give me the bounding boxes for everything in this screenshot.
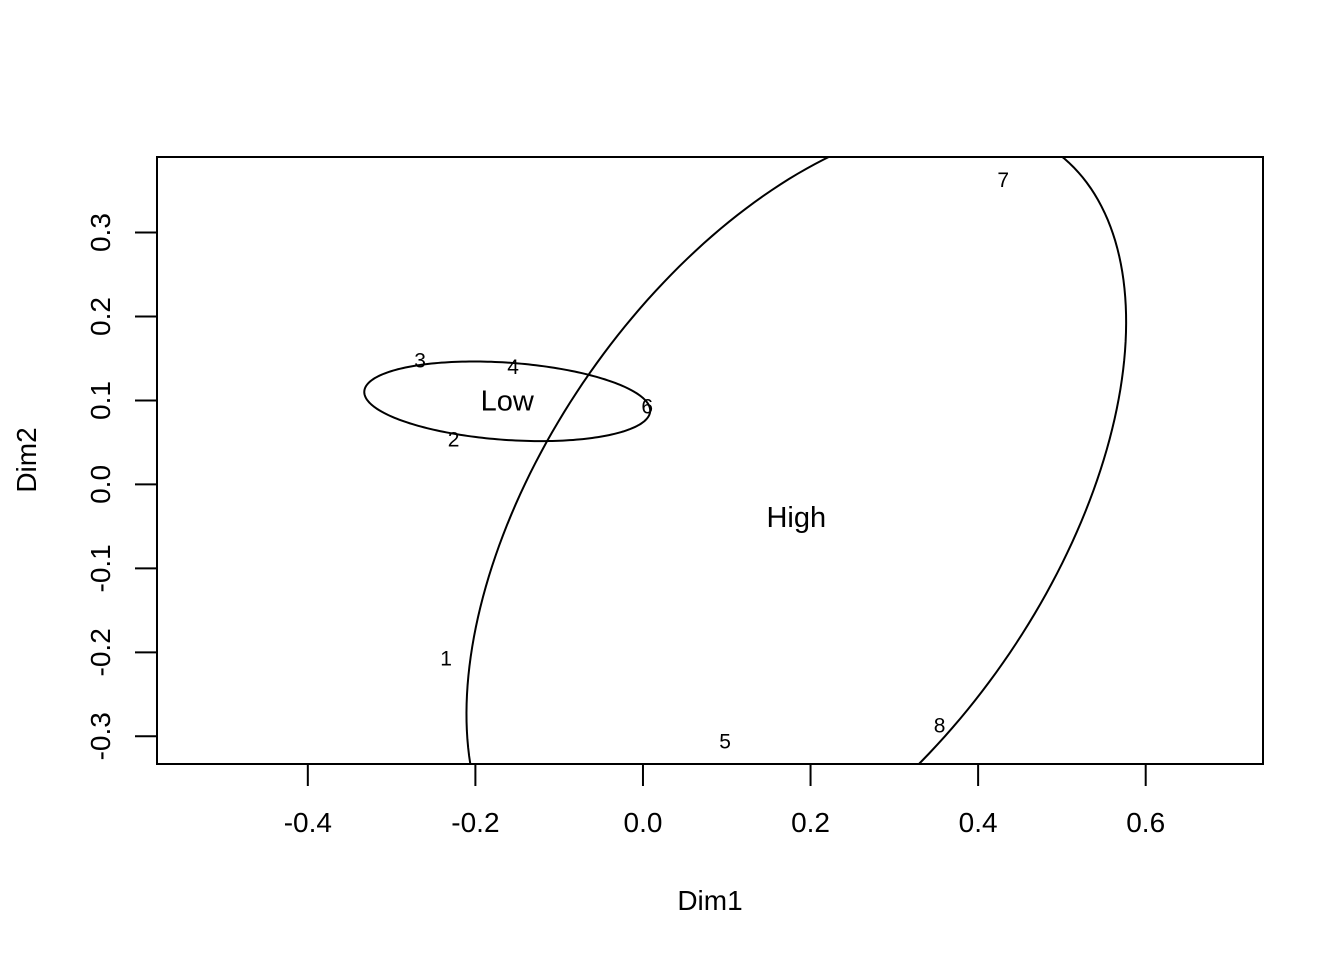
- x-tick-label: 0.2: [791, 807, 830, 838]
- plot-frame: [156, 156, 1264, 765]
- y-tick-label: -0.1: [85, 544, 116, 592]
- y-tick-label: -0.3: [85, 712, 116, 760]
- x-tick-label: -0.2: [451, 807, 499, 838]
- x-axis-label: Dim1: [677, 885, 742, 916]
- x-tick-label: 0.6: [1126, 807, 1165, 838]
- point-4: 4: [507, 356, 519, 379]
- group-label-high: High: [766, 502, 826, 534]
- y-tick-label: 0.2: [85, 297, 116, 336]
- y-tick-label: 0.0: [85, 465, 116, 504]
- group-label-low: Low: [481, 385, 535, 417]
- x-tick-label: 0.4: [959, 807, 998, 838]
- group-ellipses: [363, 157, 1128, 764]
- point-5: 5: [719, 731, 731, 754]
- point-1: 1: [440, 648, 452, 671]
- point-3: 3: [414, 350, 426, 373]
- point-8: 8: [934, 715, 946, 738]
- x-tick-label: -0.4: [284, 807, 332, 838]
- x-tick-label: 0.0: [624, 807, 663, 838]
- group-labels: Low High: [481, 385, 826, 534]
- point-7: 7: [997, 169, 1009, 192]
- point-6: 6: [641, 396, 653, 419]
- y-tick-label: 0.3: [85, 213, 116, 252]
- point-2: 2: [448, 428, 460, 451]
- y-axis: -0.3 -0.2 -0.1 0.0 0.1 0.2 0.3: [85, 213, 158, 760]
- y-axis-label: Dim2: [11, 427, 42, 492]
- ellipse-low: [363, 360, 652, 443]
- x-axis: -0.4 -0.2 0.0 0.2 0.4 0.6: [284, 763, 1165, 838]
- ellipse-high: [465, 157, 1128, 764]
- y-tick-label: 0.1: [85, 381, 116, 420]
- y-tick-label: -0.2: [85, 628, 116, 676]
- point-labels: 1 2 3 4 5 6 7 8: [414, 169, 1009, 754]
